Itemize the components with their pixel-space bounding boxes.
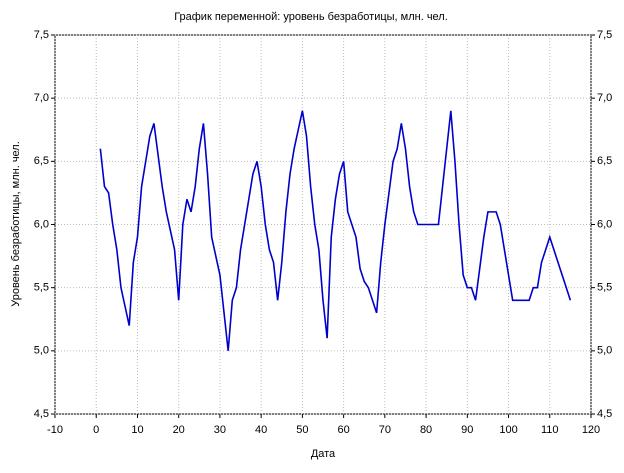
y-axis-label: Уровень безработицы, млн. чел. [10, 141, 22, 307]
chart-title: График переменной: уровень безработицы, … [174, 11, 448, 23]
data-line [99, 110, 572, 351]
x-tick-label: 10 [131, 424, 143, 436]
y-tick-label: 5,5 [34, 282, 49, 294]
x-tick-label: 50 [296, 424, 308, 436]
x-tick-label: 30 [214, 424, 226, 436]
x-tick-label: 100 [499, 424, 517, 436]
y2-tick-label: 6,5 [597, 155, 612, 167]
y2-tick-label: 4,5 [597, 408, 612, 420]
y-tick-label: 6,5 [34, 155, 49, 167]
y2-tick-label: 6,0 [597, 218, 612, 230]
y2-tick-label: 5,5 [597, 282, 612, 294]
x-tick-label: 20 [173, 424, 185, 436]
x-tick-label: 120 [582, 424, 600, 436]
x-tick-label: -10 [47, 424, 63, 436]
x-tick-label: 90 [461, 424, 473, 436]
y-tick-label: 6,0 [34, 218, 49, 230]
x-axis-label: Дата [311, 448, 336, 460]
x-tick-label: 40 [255, 424, 267, 436]
y-tick-label: 7,5 [34, 29, 49, 41]
y-tick-label: 5,0 [34, 345, 49, 357]
y2-tick-label: 7,0 [597, 92, 612, 104]
y-tick-label: 7,0 [34, 92, 49, 104]
y2-tick-label: 7,5 [597, 29, 612, 41]
y-tick-label: 4,5 [34, 408, 49, 420]
y2-tick-label: 5,0 [597, 345, 612, 357]
x-tick-label: 110 [541, 424, 559, 436]
x-tick-label: 60 [337, 424, 349, 436]
x-tick-label: 80 [420, 424, 432, 436]
x-tick-label: 0 [93, 424, 99, 436]
x-tick-label: 70 [379, 424, 391, 436]
